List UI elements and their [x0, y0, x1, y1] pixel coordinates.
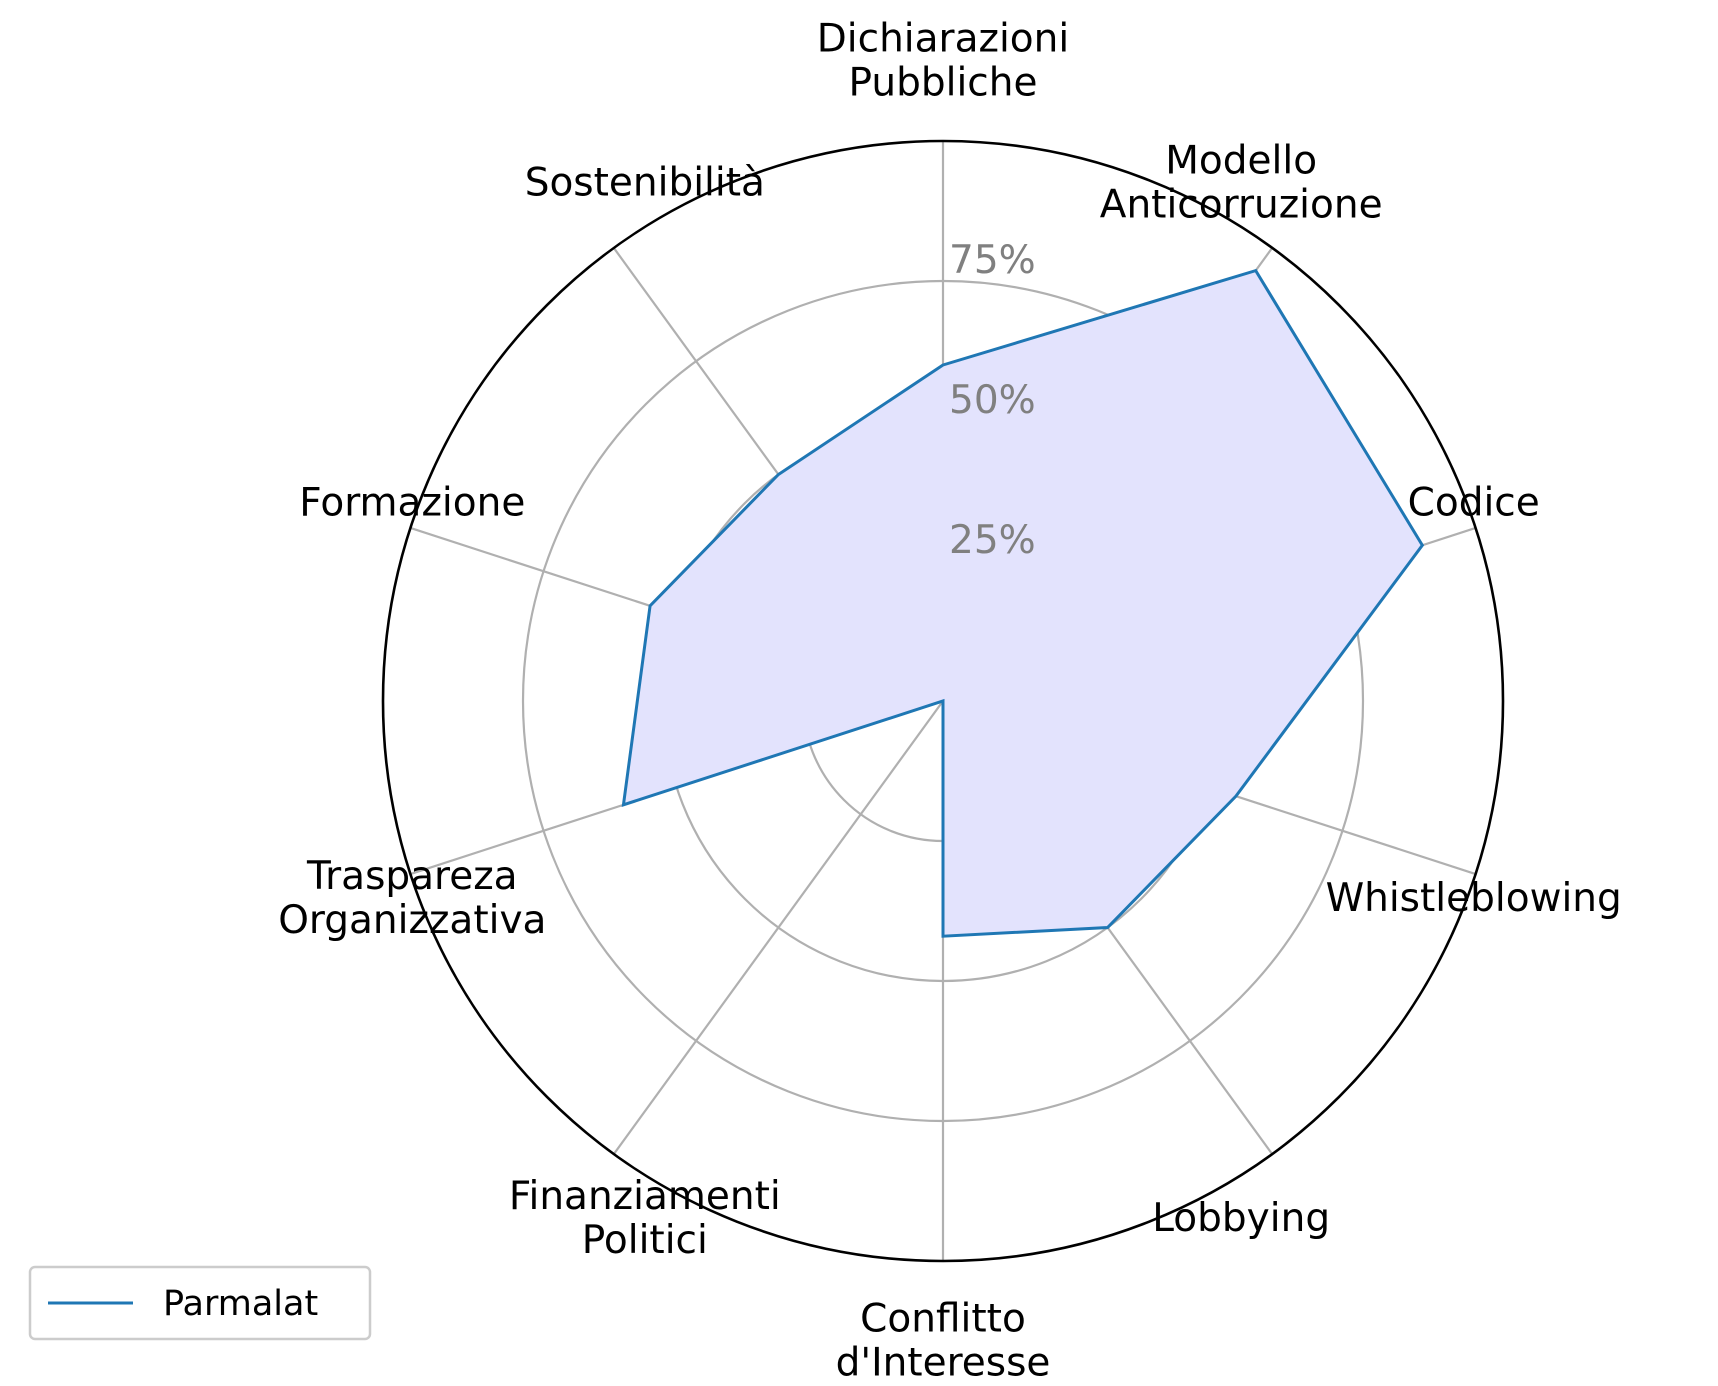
legend: Parmalat	[30, 1267, 370, 1339]
category-label-4: Lobbying	[1152, 1196, 1330, 1241]
series-area-0	[623, 271, 1422, 937]
r-tick-label-75: 75%	[949, 238, 1036, 283]
data-layer	[623, 271, 1422, 937]
legend-label-0: Parmalat	[163, 1284, 318, 1324]
category-label-9: Sostenibilità	[525, 161, 765, 206]
r-tick-label-50: 50%	[949, 378, 1036, 423]
r-tick-label-25: 25%	[949, 518, 1036, 563]
category-label-2: Codice	[1408, 481, 1540, 526]
category-label-3: Whistleblowing	[1326, 876, 1622, 921]
category-label-8: Formazione	[299, 481, 525, 526]
